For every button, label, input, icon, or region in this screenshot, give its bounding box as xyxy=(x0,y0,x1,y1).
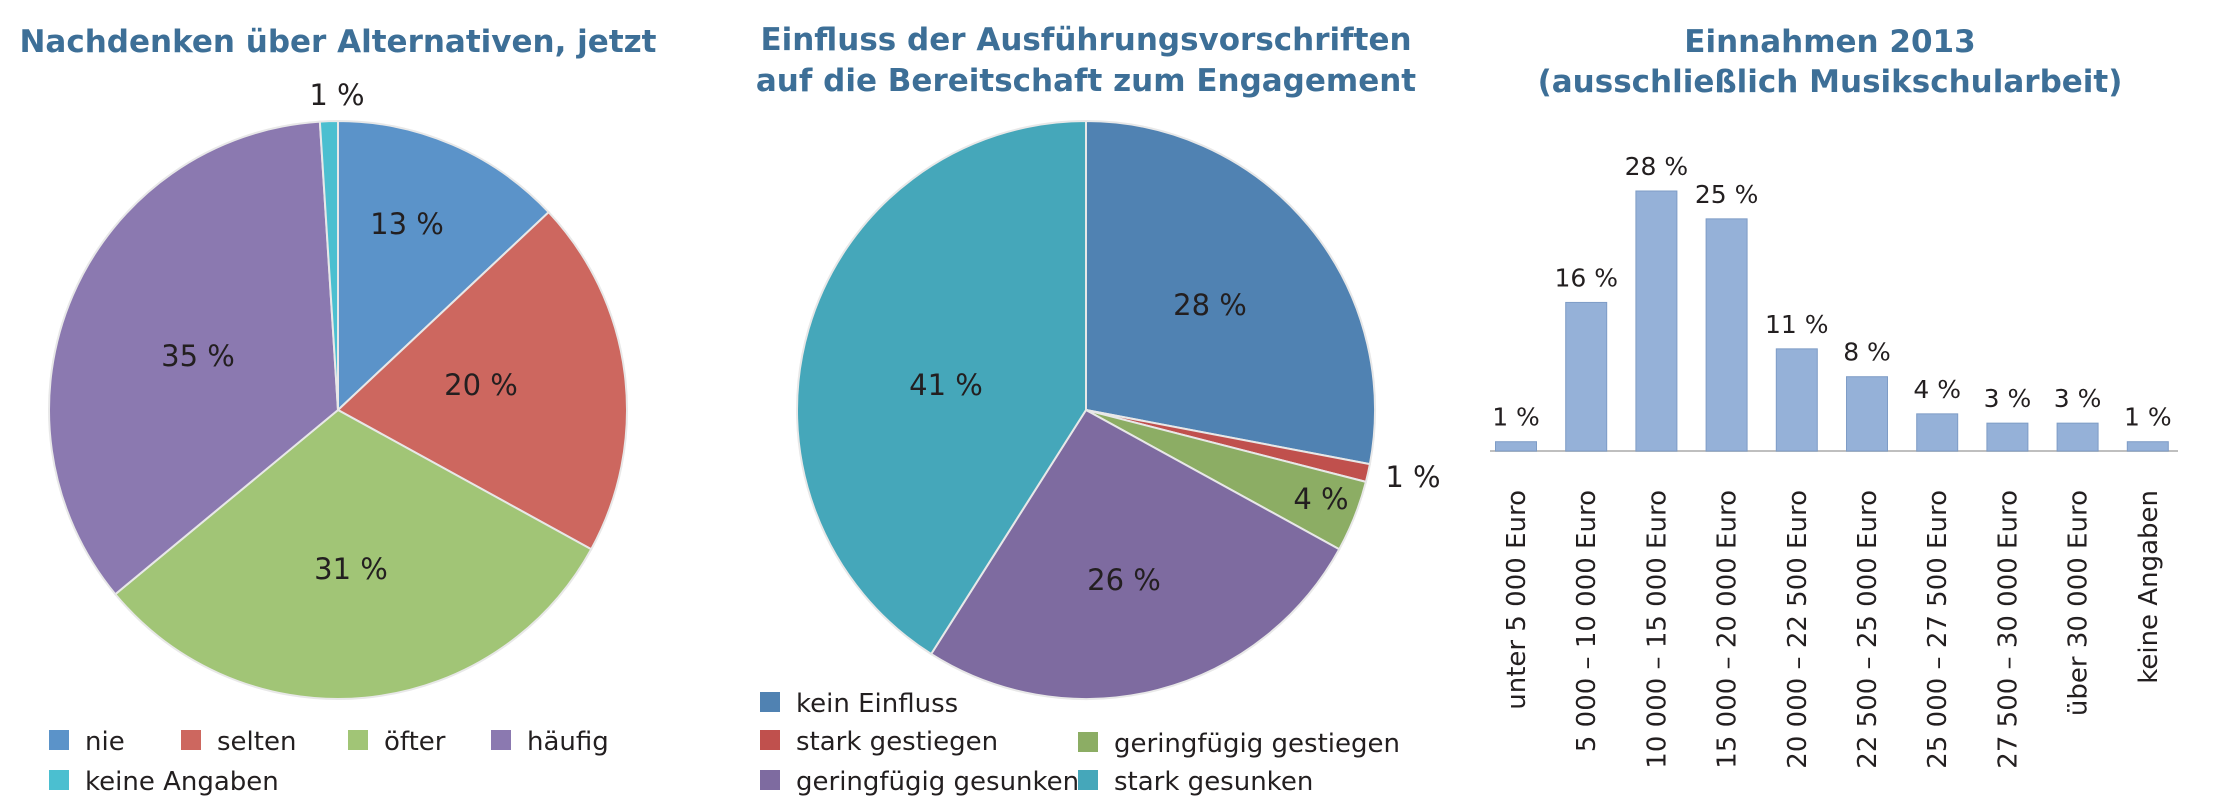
x-tick-label: 22 500 – 25 000 Euro xyxy=(1853,490,1883,769)
chart-title-line-2: (ausschließlich Musikschularbeit) xyxy=(1538,64,2123,100)
bar-value-label: 1 % xyxy=(2124,403,2172,432)
x-tick-label: 5 000 – 10 000 Euro xyxy=(1572,490,1602,752)
legend-swatch-h-ufig xyxy=(491,730,511,750)
chart-title-line-1: Einnahmen 2013 xyxy=(1684,24,1975,60)
data-label-keine-angaben: 1 % xyxy=(309,78,364,112)
legend-label-nie: nie xyxy=(85,727,125,757)
bar-value-label: 3 % xyxy=(2054,384,2102,413)
legend-swatch-selten xyxy=(181,730,201,750)
chart-title-line-2: auf die Bereitschaft zum Engagement xyxy=(756,63,1416,99)
data-label-fter: 31 % xyxy=(314,552,388,586)
bar-value-label: 28 % xyxy=(1625,152,1689,181)
bar-value-label: 8 % xyxy=(1843,338,1891,367)
pie-slice-geringf-gig-gesunken xyxy=(929,408,1341,700)
bar-22-500-25-000-euro xyxy=(1846,376,1888,452)
data-label-kein-einfluss: 28 % xyxy=(1173,288,1247,322)
x-tick-label: 25 000 – 27 500 Euro xyxy=(1923,490,1953,769)
x-tick-label: über 30 000 Euro xyxy=(2064,490,2094,716)
pie-slice-fter xyxy=(113,408,593,700)
pie-chart-alternatives: Nachdenken über Alternativen, jetzt 13 %… xyxy=(19,24,656,797)
pie-slice-selten xyxy=(336,210,628,551)
bar-value-label: 1 % xyxy=(1492,403,1540,432)
bar-chart-einnahmen: Einnahmen 2013 (ausschließlich Musikschu… xyxy=(1490,24,2178,769)
bar-value-label: 3 % xyxy=(1984,384,2032,413)
chart-title: Nachdenken über Alternativen, jetzt xyxy=(19,24,656,60)
legend-swatch-stark-gesunken xyxy=(1078,770,1098,790)
legend-swatch-geringf-gig-gesunken xyxy=(760,770,780,790)
bar-25-000-27-500-euro xyxy=(1916,413,1959,452)
bar-value-label: 11 % xyxy=(1765,310,1829,339)
legend-swatch-fter xyxy=(348,730,368,750)
bar-ber-30-000-euro xyxy=(2056,422,2099,452)
pie-slice-stark-gesunken xyxy=(796,119,1087,656)
pie-slice-h-ufig xyxy=(48,120,340,596)
x-tick-label: unter 5 000 Euro xyxy=(1502,490,1532,710)
bar-value-label: 25 % xyxy=(1695,180,1759,209)
legend-label-stark-gesunken: stark gesunken xyxy=(1114,767,1313,797)
data-label-geringf-gig-gesunken: 26 % xyxy=(1087,563,1161,597)
x-tick-label: 15 000 – 20 000 Euro xyxy=(1713,490,1743,769)
bar-20-000-22-500-euro xyxy=(1775,348,1818,452)
data-label-nie: 13 % xyxy=(370,207,444,241)
x-tick-label: keine Angaben xyxy=(2134,490,2164,684)
pie-slice-nie xyxy=(337,119,551,413)
pie-chart-einfluss: Einfluss der Ausführungsvorschriften auf… xyxy=(756,22,1441,797)
pie-slice-kein-einfluss xyxy=(1085,119,1376,466)
legend-swatch-geringf-gig-gestiegen xyxy=(1078,732,1098,752)
legend-swatch-kein-einfluss xyxy=(760,692,780,712)
legend-label-selten: selten xyxy=(217,727,296,757)
x-tick-label: 10 000 – 15 000 Euro xyxy=(1642,490,1672,769)
x-tick-label: 20 000 – 22 500 Euro xyxy=(1783,490,1813,769)
bar-15-000-20-000-euro xyxy=(1705,218,1748,452)
legend-label-kein-einfluss: kein Einfluss xyxy=(796,689,958,719)
data-label-stark-gesunken: 41 % xyxy=(909,368,983,402)
legend-label-keine-angaben: keine Angaben xyxy=(85,767,279,797)
chart-title-line-1: Einfluss der Ausführungsvorschriften xyxy=(760,22,1411,58)
legend-label-geringf-gig-gestiegen: geringfügig gestiegen xyxy=(1114,729,1400,759)
legend-swatch-stark-gestiegen xyxy=(760,730,780,750)
data-label-geringf-gig-gestiegen: 4 % xyxy=(1293,482,1348,516)
data-label-selten: 20 % xyxy=(444,368,518,402)
data-label-h-ufig: 35 % xyxy=(161,339,235,373)
legend-label-fter: öfter xyxy=(384,727,446,757)
legend-swatch-nie xyxy=(49,730,69,750)
pie-slice-keine-angaben xyxy=(318,119,339,411)
legend-label-geringf-gig-gesunken: geringfügig gesunken xyxy=(796,767,1079,797)
legend-swatch-keine-angaben xyxy=(49,770,69,790)
bar-keine-angaben xyxy=(2126,441,2169,452)
bar-value-label: 16 % xyxy=(1554,263,1618,292)
data-label-stark-gestiegen: 1 % xyxy=(1385,460,1440,494)
bar-5-000-10-000-euro xyxy=(1565,301,1608,452)
bar-10-000-15-000-euro xyxy=(1635,190,1678,452)
bar-unter-5-000-euro xyxy=(1495,441,1537,452)
legend-label-h-ufig: häufig xyxy=(527,727,609,757)
legend-label-stark-gestiegen: stark gestiegen xyxy=(796,727,998,757)
bar-value-label: 4 % xyxy=(1913,375,1961,404)
x-tick-label: 27 500 – 30 000 Euro xyxy=(1993,490,2023,769)
bar-27-500-30-000-euro xyxy=(1986,422,2029,452)
